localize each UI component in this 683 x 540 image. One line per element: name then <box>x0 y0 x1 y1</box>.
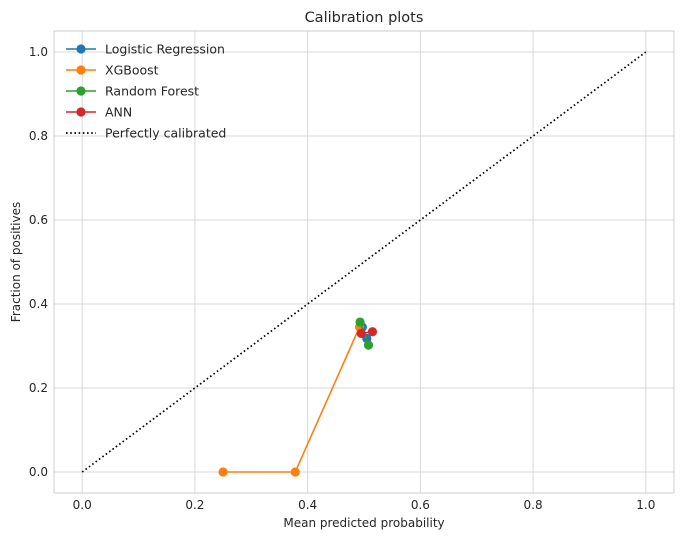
y-tick-labels: 0.0 0.2 0.4 0.6 0.8 1.0 <box>29 45 48 479</box>
legend-item-random-forest: Random Forest <box>66 84 199 99</box>
legend-label: Logistic Regression <box>105 42 225 57</box>
legend-item-ann: ANN <box>66 105 132 120</box>
legend-item-perfectly-calibrated: Perfectly calibrated <box>66 126 226 141</box>
legend-marker <box>76 86 86 96</box>
legend-label: Perfectly calibrated <box>105 126 226 141</box>
y-tick-label: 0.4 <box>29 297 48 311</box>
legend-marker <box>76 65 86 75</box>
x-tick-label: 0.8 <box>524 498 543 512</box>
y-tick-label: 0.8 <box>29 129 48 143</box>
y-tick-label: 1.0 <box>29 45 48 59</box>
legend-label: ANN <box>105 105 132 120</box>
legend: Logistic Regression XGBoost Random Forest A… <box>66 42 226 141</box>
legend-item-xgboost: XGBoost <box>66 63 159 78</box>
chart-title: Calibration plots <box>305 10 424 26</box>
y-tick-label: 0.0 <box>29 465 48 479</box>
data-point-random-forest <box>363 340 374 350</box>
legend-marker <box>76 44 86 54</box>
data-point-xgboost <box>218 467 228 477</box>
x-axis-label: Mean predicted probability <box>283 516 444 530</box>
grid <box>54 31 674 493</box>
legend-item-logistic-regression: Logistic Regression <box>66 42 225 57</box>
x-tick-label: 0.6 <box>411 498 430 512</box>
y-tick-label: 0.2 <box>29 381 48 395</box>
x-tick-label: 0.2 <box>185 498 204 512</box>
plot-frame <box>53 30 675 494</box>
x-tick-label: 1.0 <box>636 498 655 512</box>
x-tick-label: 0.4 <box>298 498 317 512</box>
legend-label: Random Forest <box>105 84 199 99</box>
series-ann <box>356 327 378 338</box>
y-tick-label: 0.6 <box>29 213 48 227</box>
series-random-forest <box>355 317 374 350</box>
y-axis-label: Fraction of positives <box>9 202 23 322</box>
x-tick-label: 0.0 <box>73 498 92 512</box>
data-point-ann <box>367 327 378 337</box>
series-layer <box>81 51 647 477</box>
data-point-xgboost <box>290 467 300 477</box>
x-tick-labels: 0.0 0.2 0.4 0.6 0.8 1.0 <box>73 498 656 512</box>
legend-marker <box>76 107 86 117</box>
legend-label: XGBoost <box>105 63 159 78</box>
data-point-random-forest <box>355 317 365 327</box>
data-point-ann <box>356 328 366 338</box>
